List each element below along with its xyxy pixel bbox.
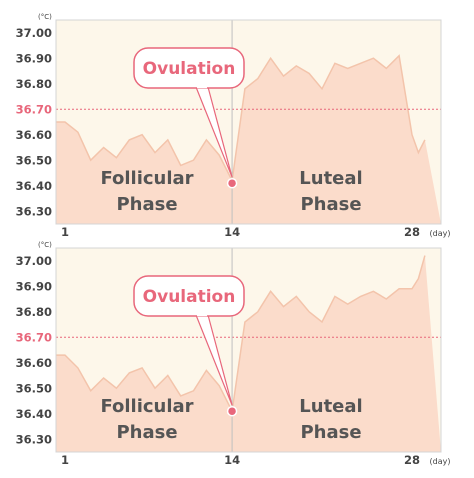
- y-tick-label: 36.80: [16, 77, 52, 91]
- y-tick-label: 36.80: [16, 305, 52, 319]
- follicular-phase-label: Follicular: [100, 396, 193, 417]
- x-tick-label: 14: [224, 225, 240, 239]
- chart-panel-2: (°C) 37.00 36.90 36.80 36.70 36.60 36.50 36.40 3…: [16, 241, 451, 467]
- x-tick-label: 1: [61, 453, 69, 467]
- y-unit-label: (°C): [38, 13, 52, 21]
- x-tick-label: 28: [404, 453, 420, 467]
- x-unit-label: (day): [430, 457, 451, 466]
- ovulation-point: [226, 405, 238, 417]
- y-tick-label: 36.60: [16, 128, 52, 142]
- temperature-line: [56, 54, 426, 184]
- ovulation-label: Ovulation: [143, 287, 236, 307]
- x-tick-label: 28: [404, 225, 420, 239]
- temperature-line: [56, 255, 426, 414]
- plot-frame: [55, 247, 442, 453]
- x-unit-label: (day): [430, 229, 451, 238]
- y-tick-label: 36.30: [16, 204, 52, 218]
- chart-panel-1: (°C) 37.00 36.90 36.80 36.70 36.60 36.50 36.40 3…: [16, 13, 451, 239]
- ovulation-point: [226, 177, 238, 189]
- luteal-phase-label: Luteal: [299, 396, 362, 417]
- y-tick-label: 37.00: [16, 254, 52, 268]
- x-tick-label: 14: [224, 453, 240, 467]
- follicular-phase-label: Phase: [116, 422, 177, 443]
- callout-pointer: [195, 86, 233, 178]
- y-tick-label: 36.70: [16, 330, 52, 344]
- temperature-area: [56, 255, 441, 452]
- x-tick-label: 1: [61, 225, 69, 239]
- y-tick-label: 36.40: [16, 407, 52, 421]
- y-tick-label: 36.60: [16, 356, 52, 370]
- luteal-phase-label: Luteal: [299, 168, 362, 189]
- plot-frame: [55, 19, 442, 225]
- y-tick-label: 36.70: [16, 102, 52, 116]
- callout-bubble: [133, 47, 245, 89]
- y-unit-label: (°C): [38, 241, 52, 249]
- y-tick-label: 36.40: [16, 179, 52, 193]
- y-tick-label: 36.50: [16, 153, 52, 167]
- follicular-phase-label: Follicular: [100, 168, 193, 189]
- follicular-phase-label: Phase: [116, 194, 177, 215]
- y-tick-label: 36.30: [16, 432, 52, 446]
- y-tick-label: 36.50: [16, 381, 52, 395]
- callout-bubble: [133, 275, 245, 317]
- callout-pointer: [195, 314, 233, 406]
- y-tick-label: 36.90: [16, 51, 52, 65]
- ovulation-label: Ovulation: [143, 59, 236, 79]
- luteal-phase-label: Phase: [300, 194, 361, 215]
- y-tick-label: 36.90: [16, 279, 52, 293]
- temperature-area: [56, 55, 441, 225]
- y-tick-label: 37.00: [16, 26, 52, 40]
- luteal-phase-label: Phase: [300, 422, 361, 443]
